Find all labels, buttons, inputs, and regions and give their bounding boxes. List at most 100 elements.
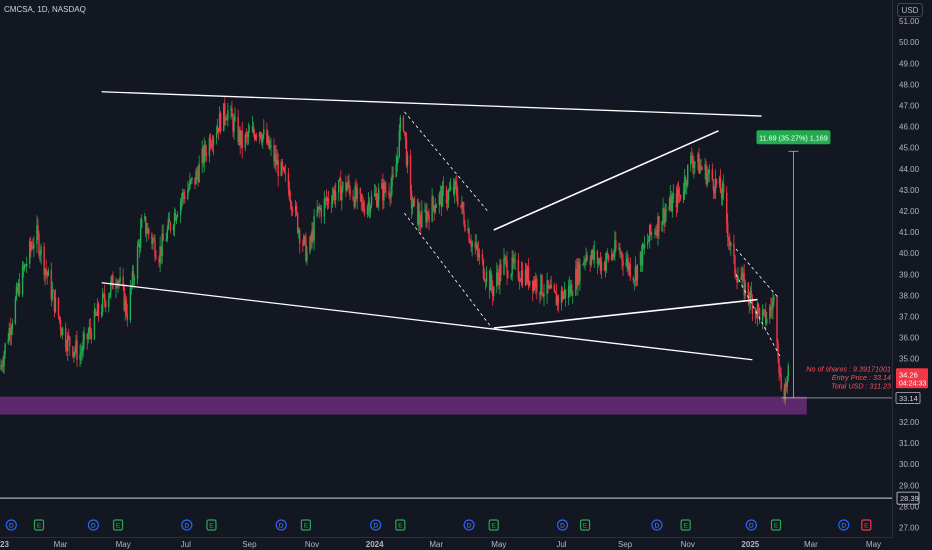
candle-body	[363, 203, 364, 210]
candle-body	[216, 133, 217, 138]
candle-body	[701, 168, 702, 170]
price-tick-label: 35.00	[899, 355, 920, 364]
earnings-marker-letter: E	[774, 523, 779, 530]
candle-body	[206, 153, 207, 156]
earnings-marker-letter: E	[683, 523, 688, 530]
candle-body	[73, 352, 74, 356]
time-tick-label: 2025	[741, 540, 759, 549]
candle-body	[693, 164, 694, 168]
candle-body	[4, 343, 5, 353]
candle-body	[414, 199, 415, 200]
candle-body	[140, 228, 141, 248]
candle-body	[65, 328, 66, 348]
candle-body	[483, 260, 484, 278]
price-tick-label: 42.00	[899, 207, 920, 216]
currency-button-label: USD	[902, 6, 919, 15]
candle-body	[716, 179, 717, 184]
time-tick-label: May	[866, 540, 881, 549]
price-tick-label: 48.00	[899, 80, 920, 89]
candle-body	[297, 213, 298, 232]
candle-body	[328, 198, 329, 203]
candle-body	[285, 172, 286, 173]
candle-body	[648, 240, 649, 242]
candle-body	[486, 271, 487, 282]
candle-body	[479, 254, 480, 257]
price-tick-label: 38.00	[899, 291, 920, 300]
candle-body	[713, 180, 714, 191]
candle-body	[390, 186, 391, 197]
dividend-marker-letter: D	[655, 523, 660, 530]
candle-body	[166, 239, 167, 241]
currency-button[interactable]: USD	[898, 4, 923, 17]
candle-body	[227, 110, 228, 119]
candle-body	[586, 255, 587, 260]
time-tick-label: Mar	[54, 540, 68, 549]
candle-body	[644, 245, 645, 249]
candle-body	[709, 169, 710, 172]
candle-body	[253, 126, 254, 132]
candle-body	[741, 273, 742, 280]
candle-body	[770, 307, 771, 308]
candle-body	[55, 298, 56, 312]
earnings-marker-letter: E	[37, 523, 42, 530]
candle-body	[733, 243, 734, 255]
candle-body	[167, 229, 168, 239]
candle-body	[284, 167, 285, 172]
candle-body	[37, 225, 38, 234]
candle-body	[180, 201, 181, 215]
candle-body	[67, 335, 68, 351]
price-tick-label: 43.00	[899, 186, 920, 195]
earnings-marker-letter: E	[583, 523, 588, 530]
candle-body	[220, 113, 221, 131]
candle-body	[137, 246, 138, 279]
time-tick-label: Sep	[242, 540, 257, 549]
candle-body	[661, 222, 662, 231]
candle-body	[625, 263, 626, 266]
measure-label: 11.69 (35.27%) 1,169	[759, 133, 828, 142]
candle-body	[779, 372, 780, 375]
candle-body	[506, 260, 507, 277]
candle-body	[456, 184, 457, 197]
candle-body	[410, 155, 411, 191]
candle-body	[720, 178, 721, 193]
candle-body	[260, 132, 261, 138]
candle-body	[141, 219, 142, 228]
candle-body	[33, 244, 34, 248]
candle-body	[269, 147, 270, 148]
candle-body	[776, 297, 777, 342]
candle-body	[778, 358, 779, 372]
candle-body	[727, 223, 728, 238]
candle-body	[723, 184, 724, 193]
price-tick-label: 32.00	[899, 418, 920, 427]
candle-body	[213, 138, 214, 145]
symbol-header: CMCSA, 1D, NASDAQ	[4, 5, 86, 14]
candle-body	[357, 188, 358, 198]
candle-body	[332, 196, 333, 204]
candle-body	[242, 131, 243, 148]
candle-body	[169, 219, 170, 223]
candle-body	[448, 191, 449, 200]
candle-body	[432, 197, 433, 206]
candle-body	[405, 132, 406, 139]
candle-body	[52, 291, 53, 299]
candle-body	[377, 201, 378, 207]
candle-body	[2, 366, 3, 367]
candle-body	[536, 279, 537, 292]
candle-body	[615, 240, 616, 248]
time-tick-label: Nov	[305, 540, 319, 549]
candle-body	[678, 189, 679, 196]
candle-body	[396, 165, 397, 177]
candle-body	[787, 376, 788, 387]
candle-body	[463, 211, 464, 224]
candle-body	[296, 206, 297, 213]
candle-body	[163, 234, 164, 241]
earnings-marker-letter: E	[492, 523, 497, 530]
candle-body	[637, 265, 638, 281]
earnings-marker-letter: E	[116, 523, 121, 530]
candle-body	[672, 198, 673, 211]
candle-body	[758, 304, 759, 309]
candle-body	[134, 279, 135, 280]
entry-price-label: 33.14	[899, 394, 918, 403]
price-tick-label: 29.00	[899, 481, 920, 490]
